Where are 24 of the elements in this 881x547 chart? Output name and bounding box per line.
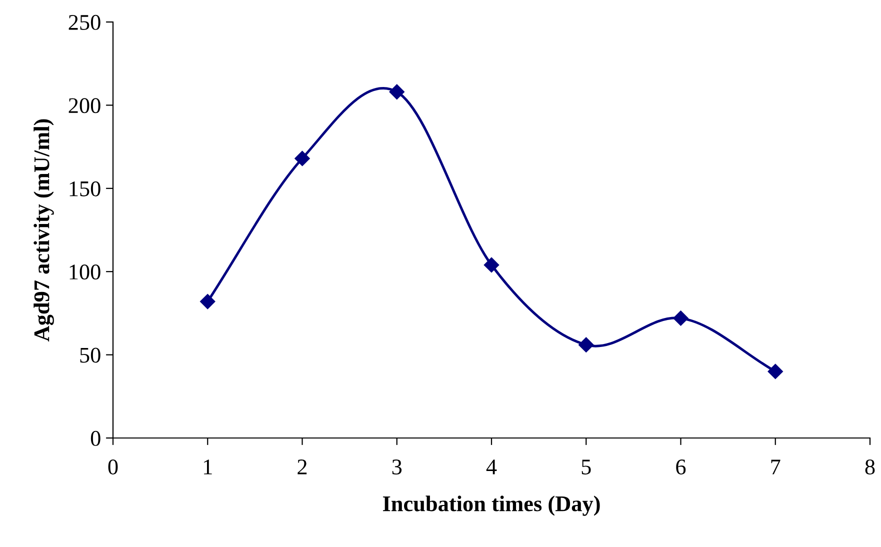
y-tick-label: 50 [80, 348, 100, 363]
x-tick-label: 5 [582, 460, 591, 474]
x-tick-label: 3 [392, 460, 402, 474]
point [484, 257, 500, 273]
y-tick-label: 100 [70, 264, 100, 280]
point [200, 294, 216, 310]
x-tick-label: 6 [676, 460, 686, 474]
x-tick-label: 4 [486, 460, 497, 474]
y-tick-label: 200 [68, 98, 100, 114]
point [294, 150, 310, 166]
y-tick-label: 250 [68, 14, 100, 30]
point [768, 364, 783, 380]
point [389, 84, 404, 100]
x-tick-label: 8 [865, 459, 875, 474]
x-tick-label: 2 [298, 460, 307, 474]
y-tick-label: 150 [70, 181, 100, 196]
x-tick-label: 7 [771, 460, 780, 474]
y-axis-title: Agd97 activity (mU/ml) [34, 119, 54, 342]
point [673, 310, 688, 326]
x-tick-label: 0 [108, 459, 118, 474]
y-tick-label: 0 [90, 430, 100, 446]
x-axis-title: Incubation times (Day) [382, 496, 600, 516]
x-tick-label: 1 [204, 460, 212, 474]
point [578, 337, 594, 352]
